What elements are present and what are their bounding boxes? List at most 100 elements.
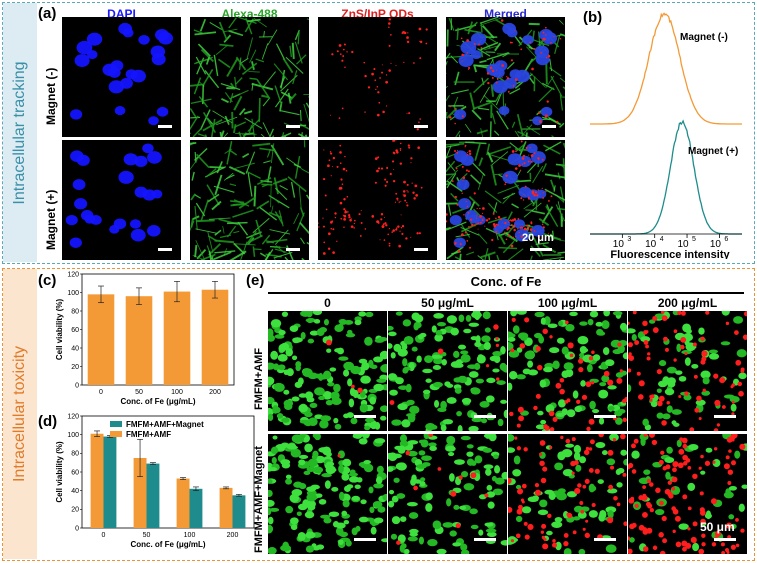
y-tick-label: 60 [71, 327, 79, 334]
x-tick-exponent: 6 [724, 236, 728, 243]
curve-label-0: Magnet (-) [680, 32, 728, 43]
bar [176, 478, 190, 528]
row-head-magnet-plus: Magnet (+) [44, 189, 58, 250]
x-tick-label: 100 [171, 389, 183, 396]
scale-bar-label: 50 μm [700, 520, 735, 534]
histogram-curve-1 [590, 119, 742, 235]
bar [103, 436, 117, 528]
x-tick-exponent: 5 [692, 236, 696, 243]
y-tick-label: 0 [75, 525, 79, 532]
scale-bar [714, 538, 736, 541]
scale-bar [474, 538, 496, 541]
scale-bar [354, 538, 376, 541]
curve-label-1: Magnet (+) [688, 146, 738, 157]
scale-bar [474, 415, 496, 418]
y-tick-label: 0 [75, 382, 79, 389]
bar [163, 291, 191, 385]
x-axis-title: Conc. of Fe (μg/mL) [130, 540, 205, 549]
e-col-head-200: 200 μg/mL [657, 296, 718, 310]
y-tick-label: 100 [67, 290, 79, 297]
micrograph-merged-row1: 20 μm [446, 140, 565, 260]
x-tick-base: 10 [710, 239, 722, 250]
micrograph-dapi-row1 [62, 140, 181, 260]
scale-bar [530, 248, 552, 251]
bar [90, 433, 104, 528]
legend-label: FMFM+AMF [126, 430, 171, 439]
y-tick-label: 40 [71, 488, 79, 495]
bar [87, 294, 115, 385]
y-tick-label: 80 [71, 308, 79, 315]
x-tick-base: 10 [613, 239, 625, 250]
micrograph-qd-row0 [318, 17, 437, 137]
bar [133, 458, 147, 528]
row-head-magnet-minus: Magnet (-) [44, 67, 58, 125]
micrograph-actin-row1 [190, 140, 309, 260]
e-col-head-100: 100 μg/mL [537, 296, 598, 310]
live-dead-micrograph-row1-col2 [508, 434, 627, 554]
y-tick-label: 60 [71, 469, 79, 476]
bar [146, 463, 160, 528]
micrograph-qd-row1 [318, 140, 437, 260]
y-tick-label: 100 [67, 432, 79, 439]
bar [232, 495, 246, 528]
x-tick-label: 200 [209, 389, 221, 396]
y-tick-label: 20 [71, 507, 79, 514]
tracking-section-label: Intracellular tracking [11, 60, 28, 205]
e-row-head-amf-magnet: FMFM+AMF+Magnet [253, 446, 265, 553]
y-tick-label: 40 [71, 345, 79, 352]
micrograph-dapi-row0 [62, 17, 181, 137]
y-axis-title: Cell viability (%) [55, 441, 64, 503]
x-tick-label: 0 [99, 389, 103, 396]
x-tick-label: 50 [135, 389, 143, 396]
scale-bar [354, 415, 376, 418]
bar [125, 296, 153, 385]
toxicity-section-label: Intracellular toxicity [11, 345, 28, 483]
x-tick-label: 0 [102, 532, 106, 539]
live-dead-micrograph-row1-col0 [268, 434, 387, 554]
panel-d-viability-chart: 0 20 40 60 80 100 120 0 50 100 200 Conc. of Fe (μg/… [55, 413, 255, 549]
flow-cytometry-plot: Magnet (-)Magnet (+)10 3 10 4 10 5 10 6Fluoresc… [590, 12, 742, 261]
legend-label: FMFM+AMF+Magnet [126, 420, 204, 429]
x-tick-label: 50 [143, 532, 151, 539]
e-row-head-amf: FMFM+AMF [253, 347, 265, 410]
bar [189, 488, 203, 528]
x-tick-base: 10 [677, 239, 689, 250]
live-dead-micrograph-row0-col1 [388, 311, 507, 431]
x-tick-base: 10 [645, 239, 657, 250]
e-col-head-0: 0 [324, 296, 331, 310]
scale-bar [414, 248, 428, 251]
bar [219, 487, 233, 528]
panel-b-flow-cytometry: Magnet (-) Magnet (+) 10 3 10 4 10 5 10 6 Fluoresc… [576, 6, 751, 261]
x-axis-title: Conc. of Fe (μg/mL) [120, 397, 195, 406]
bar [201, 289, 229, 385]
scale-bar [594, 538, 616, 541]
live-dead-micrograph-row0-col0 [268, 311, 387, 431]
scale-bar [542, 125, 556, 128]
live-dead-micrograph-row0-col3 [628, 311, 747, 431]
x-tick-label: 100 [184, 532, 196, 539]
tracking-side-band: Intracellular tracking [3, 3, 37, 262]
legend-swatch [110, 421, 122, 427]
live-dead-micrograph-row0-col2 [508, 311, 627, 431]
live-dead-micrograph-row1-col1 [388, 434, 507, 554]
panel-e-title: Conc. of Fe [470, 274, 542, 289]
histogram-curve-0 [590, 12, 742, 125]
panel-e-title-rule [268, 292, 744, 294]
y-axis-title: Cell viability (%) [55, 298, 64, 360]
panel-b-label: (b) [583, 9, 603, 26]
panel-e-label: (e) [246, 272, 265, 289]
panel-a-label: (a) [38, 5, 57, 22]
y-tick-label: 120 [67, 413, 79, 420]
scale-bar [158, 248, 172, 251]
live-dead-micrograph-row1-col3: 50 μm [628, 434, 747, 554]
scale-bar [594, 415, 616, 418]
scale-bar [286, 248, 300, 251]
e-col-head-50: 50 μg/mL [421, 296, 474, 310]
micrograph-actin-row0 [190, 17, 309, 137]
x-tick-exponent: 4 [660, 236, 664, 243]
scale-bar [286, 125, 300, 128]
panel-c-label: (c) [38, 272, 57, 289]
y-tick-label: 80 [71, 451, 79, 458]
scale-bar [414, 125, 428, 128]
x-axis-title: Fluorescence intensity [610, 249, 730, 259]
